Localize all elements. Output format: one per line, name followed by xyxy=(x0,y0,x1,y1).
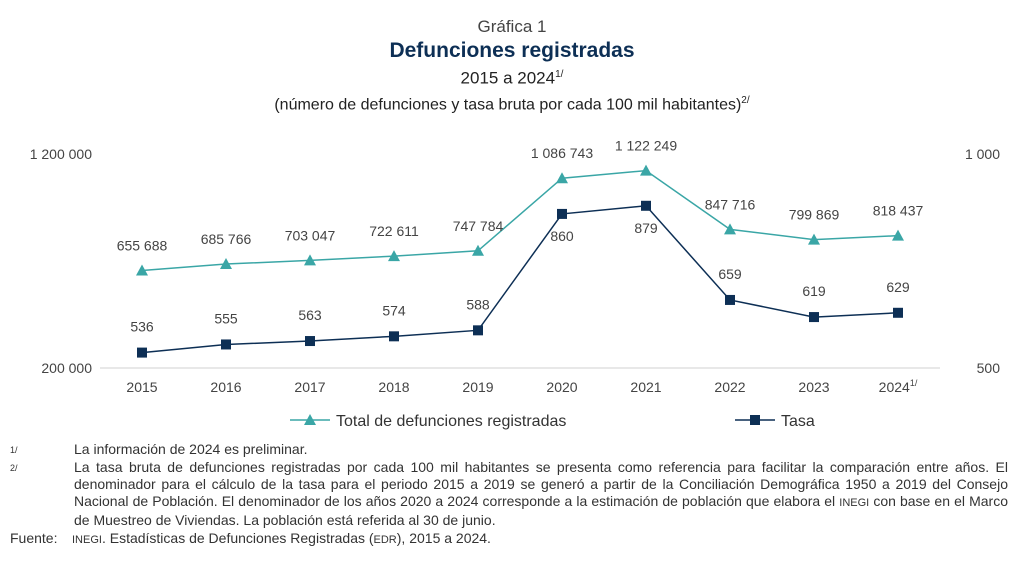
chart-units: (número de defunciones y tasa bruta por … xyxy=(0,90,1024,116)
x-tick-label-2024: 20241/ xyxy=(879,378,918,395)
total-label-2023: 799 869 xyxy=(789,207,840,223)
series-rate-line xyxy=(141,205,899,354)
total-label-2022: 847 716 xyxy=(705,196,756,212)
x-tick-label-2020: 2020 xyxy=(546,379,577,395)
total-marker-2023 xyxy=(808,233,820,245)
rate-marker-2015 xyxy=(137,347,147,358)
x-tick-label-2019: 2019 xyxy=(462,379,493,395)
rate-marker-2019 xyxy=(473,325,483,336)
total-marker-2024 xyxy=(892,229,904,241)
rate-marker-2020 xyxy=(557,208,567,219)
total-label-2016: 685 766 xyxy=(201,231,252,247)
total-label-2019: 747 784 xyxy=(453,218,504,234)
chart-units-text: (número de defunciones y tasa bruta por … xyxy=(274,95,742,113)
total-label-2015: 655 688 xyxy=(117,237,168,253)
rate-label-2021: 879 xyxy=(634,220,658,236)
rate-marker-2016 xyxy=(221,339,231,350)
y-left-tick-min: 200 000 xyxy=(41,360,92,376)
source-line: Fuente: INEGI. Estadísticas de Defuncion… xyxy=(10,530,1008,549)
total-marker-2021 xyxy=(640,164,652,176)
x-tick-label-2018: 2018 xyxy=(378,379,409,395)
footnote-1-text: La información de 2024 es preliminar. xyxy=(74,441,308,457)
footnote-2-text-before: La tasa bruta de defunciones registradas… xyxy=(74,459,1008,509)
total-label-2020: 1 086 743 xyxy=(531,145,593,161)
x-tick-label-2015: 2015 xyxy=(126,379,157,395)
rate-marker-2022 xyxy=(725,294,735,305)
x-tick-label-2023: 2023 xyxy=(798,379,829,395)
chart-label: Gráfica 1 xyxy=(477,17,547,36)
total-marker-2019 xyxy=(472,244,484,256)
source-acronym: EDR xyxy=(373,534,397,546)
footnote-2-text-after: con base en el Marco de Muestreo de Vivi… xyxy=(74,493,1008,528)
rate-label-2023: 619 xyxy=(802,283,826,299)
rate-label-2024: 629 xyxy=(886,279,910,295)
chart-titles: Gráfica 1 Defunciones registradas 2015 a… xyxy=(0,16,1024,116)
chart-period-text: 2015 a 2024 xyxy=(460,68,556,88)
source-org: INEGI xyxy=(72,534,102,546)
total-label-2017: 703 047 xyxy=(285,227,336,243)
y-right-tick-max: 1 000 xyxy=(965,146,1000,162)
chart-period: 2015 a 20241/ xyxy=(0,64,1024,90)
x-tick-label-2016: 2016 xyxy=(210,379,241,395)
rate-label-2016: 555 xyxy=(214,310,238,326)
source-label: Fuente: xyxy=(10,530,58,546)
legend-rate-label: Tasa xyxy=(781,413,815,430)
total-marker-2017 xyxy=(304,254,316,266)
rate-label-2020: 860 xyxy=(550,228,574,244)
line-chart: 200 000 1 200 000 500 1 000 2015 2016 2017 2018… xyxy=(30,138,1001,430)
y-left-tick-max: 1 200 000 xyxy=(30,146,92,162)
source-text: INEGI. Estadísticas de Defunciones Regis… xyxy=(72,530,491,549)
series-total-line xyxy=(141,169,899,272)
footnote-2: 2/ La tasa bruta de defunciones registra… xyxy=(10,459,1008,529)
rate-label-2019: 588 xyxy=(466,296,490,312)
rate-marker-2023 xyxy=(809,312,819,323)
footnote-1-mark: 1/ xyxy=(10,445,18,455)
x-tick-label-2017: 2017 xyxy=(294,379,325,395)
rate-marker-2021 xyxy=(641,200,651,211)
chart-title: Defunciones registradas xyxy=(389,39,635,62)
total-marker-2022 xyxy=(724,223,736,235)
total-marker-2018 xyxy=(388,250,400,262)
rate-marker-2017 xyxy=(305,336,315,347)
legend-total-marker xyxy=(304,414,316,425)
rate-label-2015: 536 xyxy=(130,319,154,335)
x-tick-note-2024: 1/ xyxy=(910,378,918,388)
rate-marker-2018 xyxy=(389,331,399,342)
rate-label-2017: 563 xyxy=(298,307,322,323)
footnote-2-mark: 2/ xyxy=(10,463,18,473)
y-right-tick-min: 500 xyxy=(977,360,1001,376)
chart-period-note: 1/ xyxy=(555,69,564,80)
footnote-2-text: La tasa bruta de defunciones registradas… xyxy=(74,459,1008,529)
x-tick-label-2022: 2022 xyxy=(714,379,745,395)
rate-label-2018: 574 xyxy=(382,302,406,318)
total-label-2024: 818 437 xyxy=(873,203,924,219)
source-text-before: . Estadísticas de Defunciones Registrada… xyxy=(101,530,374,546)
total-label-2021: 1 122 249 xyxy=(615,138,677,154)
rate-label-2022: 659 xyxy=(718,266,742,282)
x-tick-label-2021: 2021 xyxy=(630,379,661,395)
source-text-after: ), 2015 a 2024. xyxy=(396,530,491,546)
chart-units-note: 2/ xyxy=(741,94,750,106)
footnotes: 1/ La información de 2024 es preliminar.… xyxy=(10,441,1008,549)
footnote-2-org: INEGI xyxy=(839,497,870,509)
total-marker-2015 xyxy=(136,264,148,276)
total-marker-2016 xyxy=(220,258,232,270)
total-label-2018: 722 611 xyxy=(369,223,419,239)
legend-rate-marker xyxy=(750,415,760,425)
legend-total-label: Total de defunciones registradas xyxy=(336,413,566,430)
footnote-1: 1/ La información de 2024 es preliminar. xyxy=(10,441,1008,459)
total-marker-2020 xyxy=(556,172,568,184)
rate-marker-2024 xyxy=(893,307,903,318)
